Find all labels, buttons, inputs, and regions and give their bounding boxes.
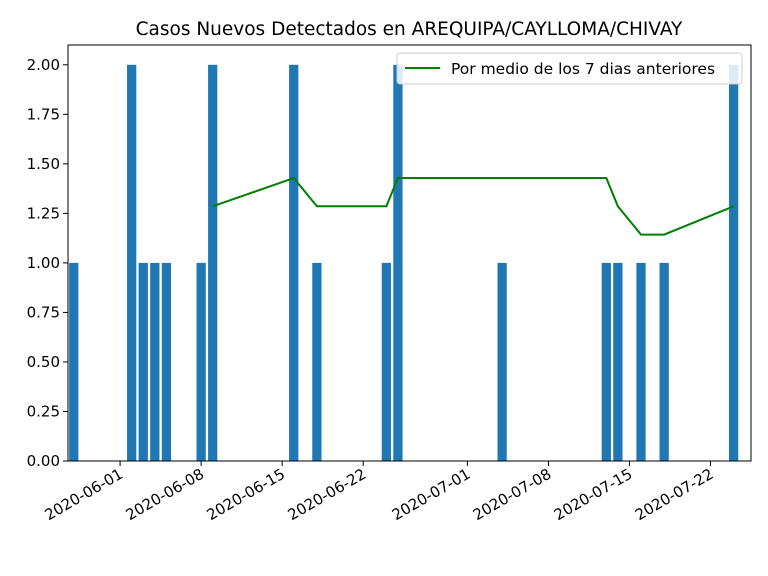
x-axis: 2020-06-012020-06-082020-06-152020-06-22… (42, 461, 717, 524)
average-line (212, 176, 735, 236)
bar-2020-06-16 (289, 64, 299, 462)
x-tick-label: 2020-07-15 (551, 465, 636, 524)
bar-2020-06-24 (381, 262, 391, 461)
bar-2020-07-18 (659, 262, 669, 461)
bar-2020-06-05 (161, 262, 172, 461)
y-tick-label: 0.75 (27, 303, 60, 321)
y-tick-label: 1.75 (27, 105, 60, 123)
legend-label: Por medio de los 7 dias anteriores (451, 60, 715, 78)
bars (69, 64, 739, 462)
x-tick-label: 2020-07-08 (470, 465, 555, 524)
bar-2020-07-14 (613, 262, 623, 461)
y-tick-label: 0.00 (27, 452, 60, 470)
bar-2020-07-24 (729, 64, 739, 462)
bar-2020-06-04 (150, 262, 160, 461)
x-tick-label: 2020-06-22 (285, 465, 370, 524)
legend: Por medio de los 7 dias anteriores (396, 52, 743, 85)
y-tick-label: 1.00 (27, 254, 60, 272)
x-tick-label: 2020-07-01 (389, 465, 474, 524)
bar-2020-06-02 (127, 64, 137, 462)
bar-2020-07-13 (601, 262, 611, 461)
bar-2020-06-18 (312, 262, 322, 461)
bar-2020-07-16 (636, 262, 646, 461)
x-tick-label: 2020-07-22 (632, 465, 717, 524)
y-tick-label: 0.25 (27, 402, 60, 420)
y-tick-label: 1.25 (27, 204, 60, 222)
y-tick-label: 1.50 (27, 155, 60, 173)
chart-title: Casos Nuevos Detectados en AREQUIPA/CAYL… (136, 19, 683, 40)
legend-box (396, 52, 743, 85)
bar-2020-05-28 (69, 262, 79, 461)
average-line-layer (212, 176, 735, 236)
bar-2020-06-03 (138, 262, 148, 461)
axes-frame (67, 44, 752, 462)
bar-2020-07-04 (497, 262, 507, 461)
x-tick-label: 2020-06-08 (123, 465, 208, 524)
y-axis: 0.00 0.25 0.50 0.75 1.00 1.25 1.50 1.75 2.00 (27, 56, 68, 470)
x-tick-label: 2020-06-01 (42, 465, 127, 524)
bar-2020-06-25 (393, 64, 403, 462)
x-tick-label: 2020-06-15 (204, 465, 289, 524)
y-tick-label: 2.00 (27, 56, 60, 74)
bar-2020-06-09 (208, 64, 218, 462)
bar-2020-06-08 (196, 262, 206, 461)
y-tick-label: 0.50 (27, 353, 60, 371)
